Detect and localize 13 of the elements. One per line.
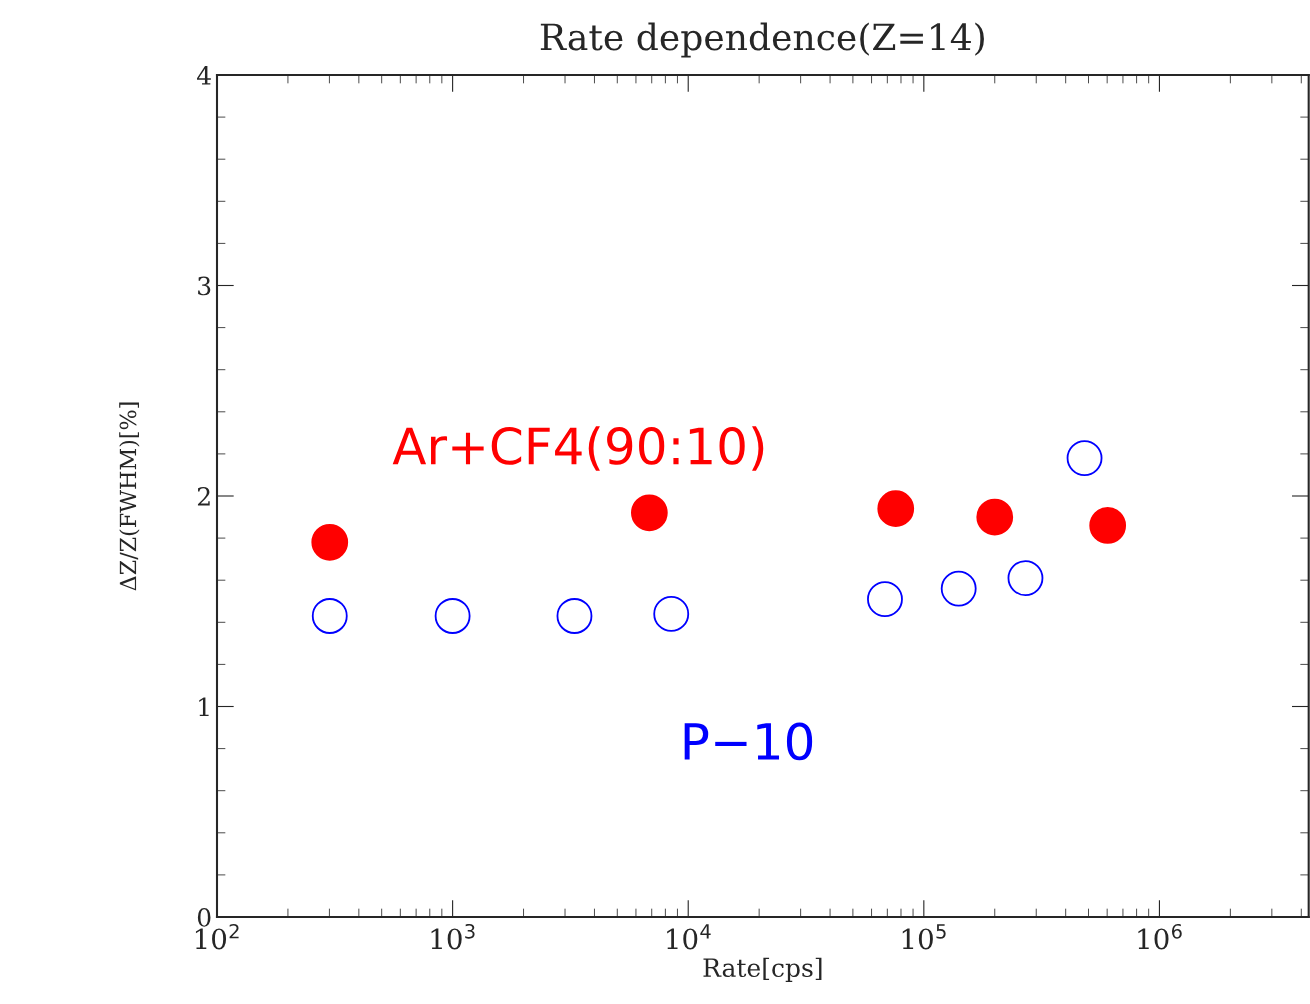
y-tick-label: 4: [197, 65, 211, 85]
x-axis-title: Rate[cps]: [703, 957, 822, 982]
x-tick-label: 10$^{6}$: [1138, 923, 1182, 950]
y-tick-label: 1: [199, 697, 209, 716]
x-tick-label: 10$^{5}$: [902, 924, 946, 950]
y-axis-title: ΔZ/Z(FWHM)[%]: [119, 402, 140, 591]
series-label: P−10: [684, 722, 813, 761]
y-tick-label: 2: [197, 486, 210, 506]
series-label: Ar+CF4(90:10): [392, 426, 764, 471]
y-tick-label: 3: [198, 276, 211, 296]
x-tick-label: 10$^{4}$: [667, 924, 711, 950]
chart-title: Rate dependence(Z=14): [540, 22, 984, 58]
x-tick-label: 10$^{3}$: [431, 923, 475, 950]
